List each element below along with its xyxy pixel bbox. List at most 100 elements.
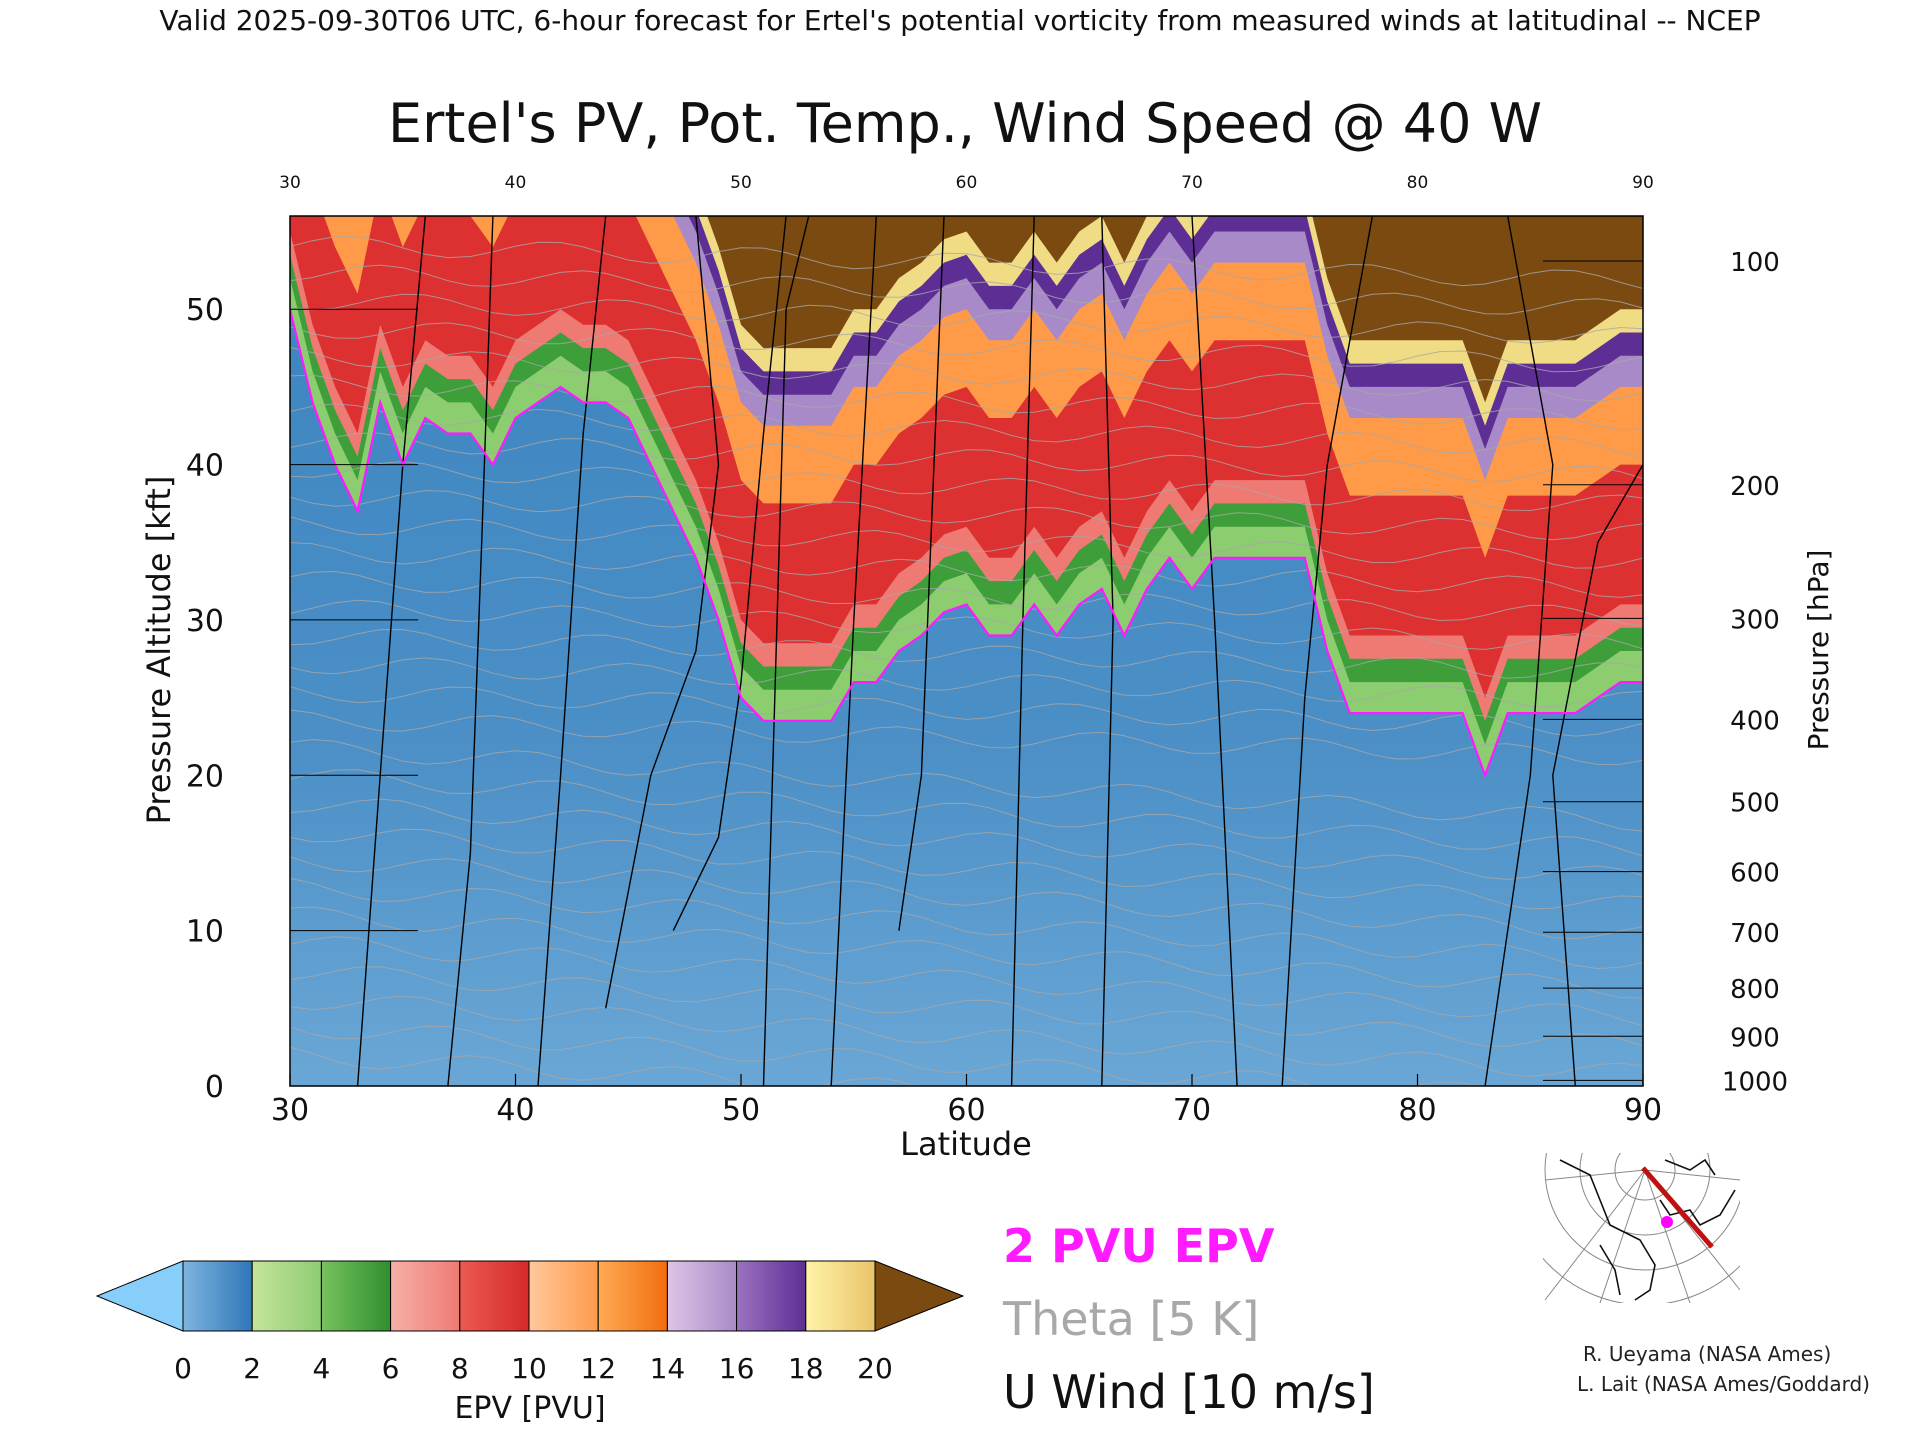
- colorbar-tick-label: 12: [580, 1352, 616, 1385]
- colorbar-tick-label: 4: [312, 1352, 330, 1385]
- colorbar-bin: [182, 1260, 253, 1332]
- colorbar-tick-label: 18: [788, 1352, 824, 1385]
- colorbar-tick-label: 2: [243, 1352, 261, 1385]
- theta-contours: [290, 236, 1643, 1086]
- pressure-tick-label: 600: [1730, 859, 1780, 889]
- pressure-tick-label: 700: [1730, 919, 1780, 949]
- theta-isentrope: [290, 403, 1643, 459]
- pressure-tick-label: 100: [1730, 248, 1780, 278]
- theta-isentrope: [290, 906, 1643, 999]
- uwind-contour: [1484, 216, 1554, 1086]
- theta-isentrope: [290, 432, 1643, 483]
- colorbar: 0 2 4 6 8 10 12 14 16 18 20: [95, 1260, 965, 1385]
- uwind-contour: [762, 216, 810, 1086]
- x-tick-label: 30: [271, 1093, 309, 1128]
- y-axis-label: Pressure Altitude [kft]: [140, 476, 178, 825]
- x-top-tick-label: 30: [279, 173, 301, 193]
- x-axis-top: 30 40 50 60 70 80 90: [279, 173, 1654, 193]
- theta-isentrope: [290, 460, 1643, 512]
- y-tick-label: 20: [186, 759, 224, 794]
- polar-map-icon: [1543, 1153, 1740, 1303]
- uwind-contour: [1191, 216, 1238, 1086]
- theta-isentrope: [290, 628, 1643, 679]
- theta-isentrope: [290, 293, 1643, 344]
- x-top-tick-label: 80: [1407, 173, 1429, 193]
- theta-isentrope: [290, 516, 1643, 569]
- y-axis-right-label: Pressure [hPa]: [1802, 550, 1835, 751]
- legend-uwind: U Wind [10 m/s]: [1003, 1365, 1375, 1419]
- theta-isentrope: [290, 686, 1643, 737]
- colorbar-bin: [390, 1260, 461, 1332]
- uwind-contour: [537, 216, 607, 1086]
- pressure-tick-label: 800: [1730, 975, 1780, 1005]
- x-top-tick-label: 50: [730, 173, 752, 193]
- pressure-tick-label: 300: [1730, 605, 1780, 635]
- theta-isentrope: [290, 264, 1643, 315]
- colorbar-tick-label: 6: [382, 1352, 400, 1385]
- colorbar-tick-label: 10: [511, 1352, 547, 1385]
- colorbar-bin: [736, 1260, 807, 1332]
- uwind-contour: [1281, 216, 1374, 1086]
- band-pv-10-14: [323, 216, 1643, 558]
- x-axis-bottom: 30 40 50 60 70 80 90: [271, 1074, 1662, 1128]
- colorbar-over-arrow: [874, 1260, 965, 1332]
- uwind-contour: [830, 216, 877, 1086]
- credit-line-2: L. Lait (NASA Ames/Goddard): [1577, 1372, 1870, 1396]
- uwind-contour: [1552, 464, 1643, 1086]
- forecast-caption: Valid 2025-09-30T06 UTC, 6-hour forecast…: [159, 4, 1760, 37]
- legend-theta: Theta [5 K]: [1002, 1292, 1259, 1346]
- x-tick-label: 50: [722, 1093, 760, 1128]
- theta-isentrope: [290, 828, 1643, 910]
- theta-isentrope: [290, 709, 1643, 766]
- y-axis-left: 0 10 20 30 40 50: [186, 293, 418, 1105]
- x-top-tick-label: 60: [956, 173, 978, 193]
- uwind-contour: [447, 216, 494, 1086]
- uwind-contour: [672, 216, 787, 931]
- x-axis-label: Latitude: [900, 1125, 1032, 1163]
- x-tick-label: 60: [947, 1093, 985, 1128]
- x-tick-label: 90: [1624, 1093, 1662, 1128]
- theta-isentrope: [290, 322, 1643, 373]
- colorbar-bin: [251, 1260, 322, 1332]
- theta-isentrope: [290, 346, 1643, 402]
- theta-isentrope: [290, 966, 1643, 1047]
- x-top-tick-label: 90: [1632, 173, 1654, 193]
- theta-isentrope: [290, 856, 1643, 940]
- theta-isentrope: [290, 490, 1643, 541]
- y-tick-label: 10: [186, 915, 224, 950]
- theta-isentrope: [290, 877, 1643, 970]
- chart-title: Ertel's PV, Pot. Temp., Wind Speed @ 40 …: [388, 92, 1542, 155]
- y-tick-label: 0: [205, 1070, 224, 1105]
- legend-pv2: 2 PVU EPV: [1003, 1219, 1275, 1273]
- y-tick-label: 30: [186, 604, 224, 639]
- theta-isentrope: [290, 936, 1643, 1027]
- colorbar-under-arrow: [95, 1260, 184, 1332]
- y-axis-right: 100 200 300 400 500 600 700 800 900 1000: [1543, 248, 1788, 1097]
- theta-isentrope: [290, 769, 1643, 857]
- colorbar-tick-label: 16: [719, 1352, 755, 1385]
- theta-isentrope: [290, 236, 1643, 289]
- x-top-tick-label: 70: [1181, 173, 1203, 193]
- pressure-tick-label: 500: [1730, 789, 1780, 819]
- colorbar-bin: [320, 1260, 392, 1332]
- theta-isentrope: [290, 542, 1643, 598]
- theta-isentrope: [290, 995, 1643, 1077]
- colorbar-bin: [528, 1260, 599, 1332]
- pv2-contour: [290, 308, 1643, 779]
- uwind-contour: [605, 216, 720, 1009]
- theta-isentrope: [290, 1046, 919, 1086]
- theta-isentrope: [290, 657, 1643, 708]
- colorbar-label: EPV [PVU]: [454, 1391, 605, 1426]
- pressure-tick-label: 1000: [1722, 1067, 1788, 1097]
- y-tick-label: 40: [186, 449, 224, 484]
- colorbar-bin: [666, 1260, 738, 1332]
- colorbar-bin: [459, 1260, 530, 1332]
- x-tick-label: 70: [1173, 1093, 1211, 1128]
- pressure-tick-label: 900: [1730, 1023, 1780, 1053]
- uwind-contour: [898, 216, 945, 931]
- x-top-tick-label: 40: [505, 173, 527, 193]
- pressure-tick-label: 400: [1730, 706, 1780, 736]
- pressure-tick-label: 200: [1730, 472, 1780, 502]
- theta-isentrope: [290, 798, 1643, 880]
